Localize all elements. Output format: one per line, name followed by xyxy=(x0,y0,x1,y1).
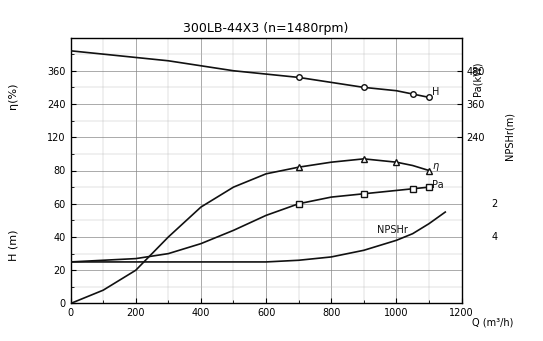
Text: Pa: Pa xyxy=(432,180,443,191)
Text: η(%): η(%) xyxy=(8,82,18,109)
Text: H (m): H (m) xyxy=(8,230,18,261)
Text: 2: 2 xyxy=(491,199,498,209)
Text: 4: 4 xyxy=(491,232,497,242)
Title: 300LB-44X3 (n=1480rpm): 300LB-44X3 (n=1480rpm) xyxy=(184,22,349,35)
Text: NPSHr: NPSHr xyxy=(377,225,408,235)
Text: NPSHr(m): NPSHr(m) xyxy=(505,113,515,160)
Text: H: H xyxy=(432,87,439,98)
Text: Q (m³/h): Q (m³/h) xyxy=(472,317,514,327)
Text: Pa(kW): Pa(kW) xyxy=(472,61,482,96)
Text: $\eta$: $\eta$ xyxy=(432,161,439,173)
